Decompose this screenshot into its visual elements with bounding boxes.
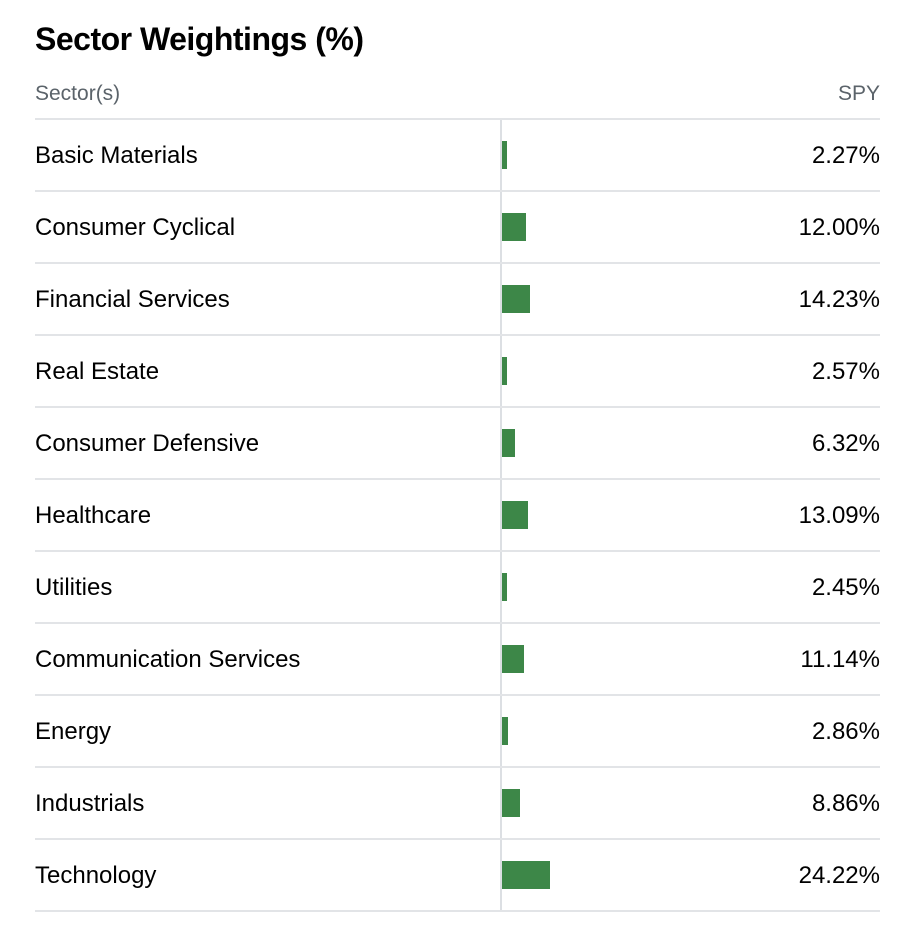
sector-name: Consumer Cyclical (35, 214, 236, 241)
sector-weight-value: 8.86% (811, 790, 880, 817)
table-row: Real Estate 2.57% (35, 336, 880, 408)
bar-baseline (500, 696, 502, 766)
weight-bar (502, 213, 526, 241)
sector-name: Consumer Defensive (35, 430, 260, 457)
bar-baseline (500, 120, 502, 190)
weight-bar (502, 429, 515, 457)
sector-name: Industrials (35, 790, 145, 817)
bar-baseline (500, 192, 502, 262)
sector-weight-value: 2.27% (811, 142, 880, 169)
sector-weight-value: 12.00% (798, 214, 880, 241)
sector-name: Basic Materials (35, 142, 198, 169)
sector-weight-value: 24.22% (798, 862, 880, 889)
sector-weight-value: 2.57% (811, 358, 880, 385)
weight-bar (502, 141, 507, 169)
weight-bar (502, 573, 507, 601)
table-row: Technology 24.22% (35, 840, 880, 912)
table-header: Sector(s) SPY (35, 80, 880, 120)
sector-weight-value: 14.23% (798, 286, 880, 313)
table-row: Healthcare 13.09% (35, 480, 880, 552)
bar-baseline (500, 408, 502, 478)
weight-bar-area (500, 840, 700, 910)
bar-baseline (500, 336, 502, 406)
sector-weight-value: 2.86% (811, 718, 880, 745)
table-row: Consumer Defensive 6.32% (35, 408, 880, 480)
sector-column-header: Sector(s) (35, 82, 121, 105)
weight-bar-area (500, 696, 700, 766)
table-row: Basic Materials 2.27% (35, 120, 880, 192)
weight-bar (502, 357, 508, 385)
weight-bar (502, 285, 531, 313)
weight-bar-area (500, 192, 700, 262)
weight-bar-area (500, 480, 700, 550)
bar-baseline (500, 480, 502, 550)
weight-bar (502, 861, 551, 889)
sector-name: Technology (35, 862, 157, 889)
bar-baseline (500, 624, 502, 694)
weight-bar-area (500, 408, 700, 478)
sector-weight-value: 6.32% (811, 430, 880, 457)
section-title: Sector Weightings (%) (35, 21, 364, 57)
sector-name: Energy (35, 718, 112, 745)
weight-bar-area (500, 624, 700, 694)
fund-column-header: SPY (837, 82, 880, 105)
weight-bar-area (500, 336, 700, 406)
bar-baseline (500, 840, 502, 910)
sector-weight-value: 11.14% (800, 646, 880, 673)
weight-bar-area (500, 264, 700, 334)
bar-baseline (500, 768, 502, 838)
bar-baseline (500, 264, 502, 334)
sector-table: Basic Materials 2.27% Consumer Cyclical 12.… (35, 120, 880, 912)
sector-name: Utilities (35, 574, 113, 601)
sector-weight-value: 2.45% (811, 574, 880, 601)
weight-bar (502, 717, 508, 745)
weight-bar-area (500, 552, 700, 622)
sector-name: Healthcare (35, 502, 152, 529)
weight-bar (502, 501, 529, 529)
sector-name: Real Estate (35, 358, 160, 385)
sector-name: Financial Services (35, 286, 230, 313)
weight-bar (502, 789, 520, 817)
table-row: Energy 2.86% (35, 696, 880, 768)
table-row: Industrials 8.86% (35, 768, 880, 840)
table-row: Utilities 2.45% (35, 552, 880, 624)
weight-bar (502, 645, 525, 673)
sector-weight-value: 13.09% (798, 502, 880, 529)
table-row: Financial Services 14.23% (35, 264, 880, 336)
sector-name: Communication Services (35, 646, 301, 673)
table-row: Communication Services 11.14% (35, 624, 880, 696)
bar-baseline (500, 552, 502, 622)
table-row: Consumer Cyclical 12.00% (35, 192, 880, 264)
weight-bar-area (500, 120, 700, 190)
weight-bar-area (500, 768, 700, 838)
